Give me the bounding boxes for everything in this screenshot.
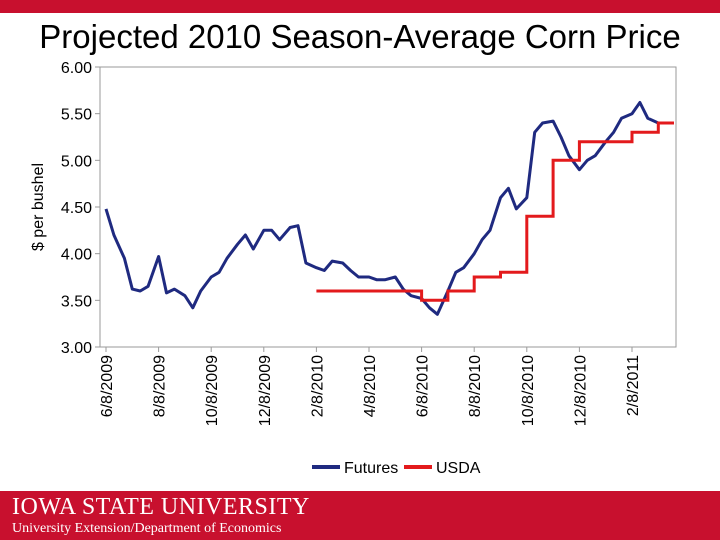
university-logo-text: IOWA STATE UNIVERSITY <box>12 494 310 520</box>
y-tick-label: 4.00 <box>61 247 92 264</box>
y-tick-label: 4.50 <box>61 200 92 217</box>
footer-subtitle: University Extension/Department of Econo… <box>12 521 282 536</box>
x-tick-label: 12/8/2009 <box>257 355 274 426</box>
series-usda-step-line <box>316 121 674 302</box>
y-tick-label: 6.00 <box>61 60 92 77</box>
x-tick-label: 10/8/2010 <box>520 355 537 426</box>
footer-bar <box>0 491 720 540</box>
series-futures-line <box>104 101 659 316</box>
y-axis: 3.00 3.50 4.00 4.50 5.00 5.50 6.00 <box>61 60 100 357</box>
x-tick-label: 10/8/2009 <box>204 355 221 426</box>
chart-legend: Futures USDA <box>312 460 481 477</box>
legend-usda-label: USDA <box>436 460 481 477</box>
y-tick-label: 5.00 <box>61 153 92 170</box>
top-accent-bar <box>0 0 720 13</box>
y-tick-label: 3.00 <box>61 340 92 357</box>
x-tick-label: 6/8/2009 <box>99 355 116 417</box>
plot-area-frame <box>99 66 677 348</box>
x-tick-label: 8/8/2009 <box>152 355 169 417</box>
legend-futures-label: Futures <box>344 460 398 477</box>
x-tick-label: 6/8/2010 <box>415 355 432 417</box>
x-axis: 6/8/2009 8/8/2009 10/8/2009 12/8/2009 2/8/20… <box>99 347 642 426</box>
page-title: Projected 2010 Season-Average Corn Price <box>39 18 681 55</box>
series-layer <box>104 101 674 316</box>
y-tick-label: 5.50 <box>61 107 92 124</box>
x-tick-label: 8/8/2010 <box>467 355 484 417</box>
y-tick-label: 3.50 <box>61 293 92 310</box>
y-axis-label: $ per bushel <box>30 163 47 251</box>
x-tick-label: 4/8/2010 <box>362 355 379 417</box>
x-tick-label: 2/8/2011 <box>625 355 642 416</box>
x-tick-label: 2/8/2010 <box>309 355 326 417</box>
x-tick-label: 12/8/2010 <box>572 355 589 426</box>
